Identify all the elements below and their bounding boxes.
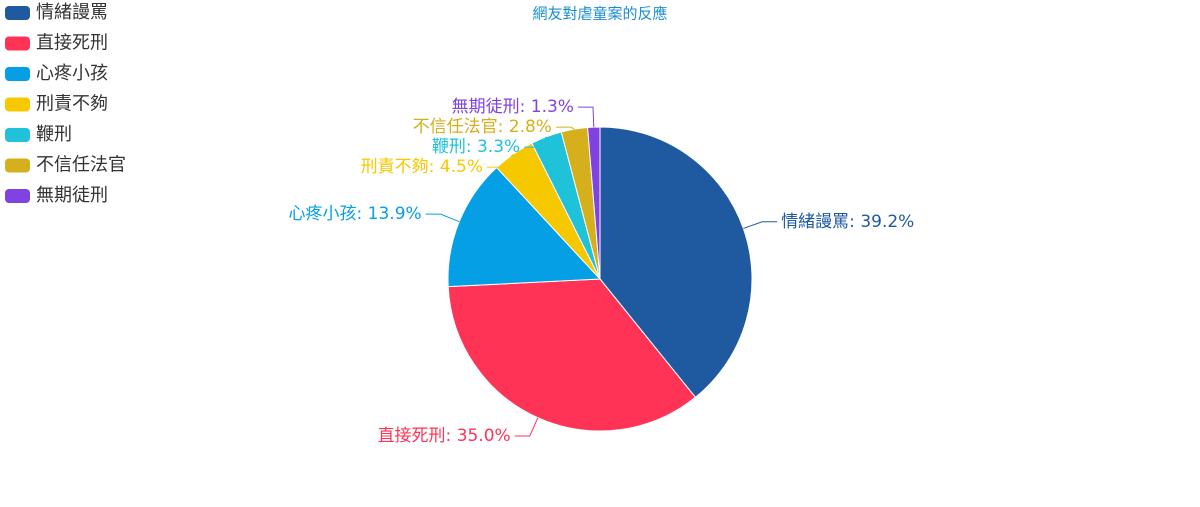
data-label: 情緒謾罵: 39.2%: [781, 212, 914, 232]
pie-slice: [447, 166, 602, 288]
legend-swatch: [5, 128, 30, 142]
leader-line: [743, 221, 778, 229]
data-label: 無期徒刑: 1.3%: [452, 97, 574, 117]
data-label: 直接死刑: 35.0%: [378, 426, 511, 446]
chart-title: 網友對虐童案的反應: [532, 5, 667, 23]
legend-swatch: [5, 67, 30, 81]
data-label: 不信任法官: 2.8%: [413, 117, 552, 137]
leader-line: [514, 417, 539, 437]
leader-line: [524, 136, 547, 148]
data-label: 心疼小孩: 13.9%: [289, 204, 422, 224]
legend-swatch: [5, 6, 30, 20]
legend-label: 不信任法官: [36, 155, 126, 176]
leader-line: [577, 106, 595, 128]
data-label: 刑責不夠: 4.5%: [361, 157, 483, 177]
legend-swatch: [5, 97, 30, 112]
legend-label: 無期徒刑: [36, 185, 108, 206]
data-label: 鞭刑: 3.3%: [432, 137, 520, 157]
leader-line: [425, 213, 460, 223]
legend-swatch: [5, 189, 30, 203]
legend-label: 情緒謾罵: [36, 2, 108, 23]
legend-label: 刑責不夠: [36, 94, 108, 115]
pie-slice: [587, 126, 601, 280]
legend-label: 心疼小孩: [36, 63, 108, 84]
leader-line: [486, 153, 514, 168]
legend-label: 直接死刑: [36, 33, 108, 54]
legend-swatch: [5, 36, 30, 51]
pie-slice: [447, 278, 697, 432]
leader-line: [555, 126, 575, 130]
legend-swatch: [5, 158, 30, 173]
legend-label: 鞭刑: [36, 124, 72, 145]
pie-slice: [599, 126, 753, 399]
